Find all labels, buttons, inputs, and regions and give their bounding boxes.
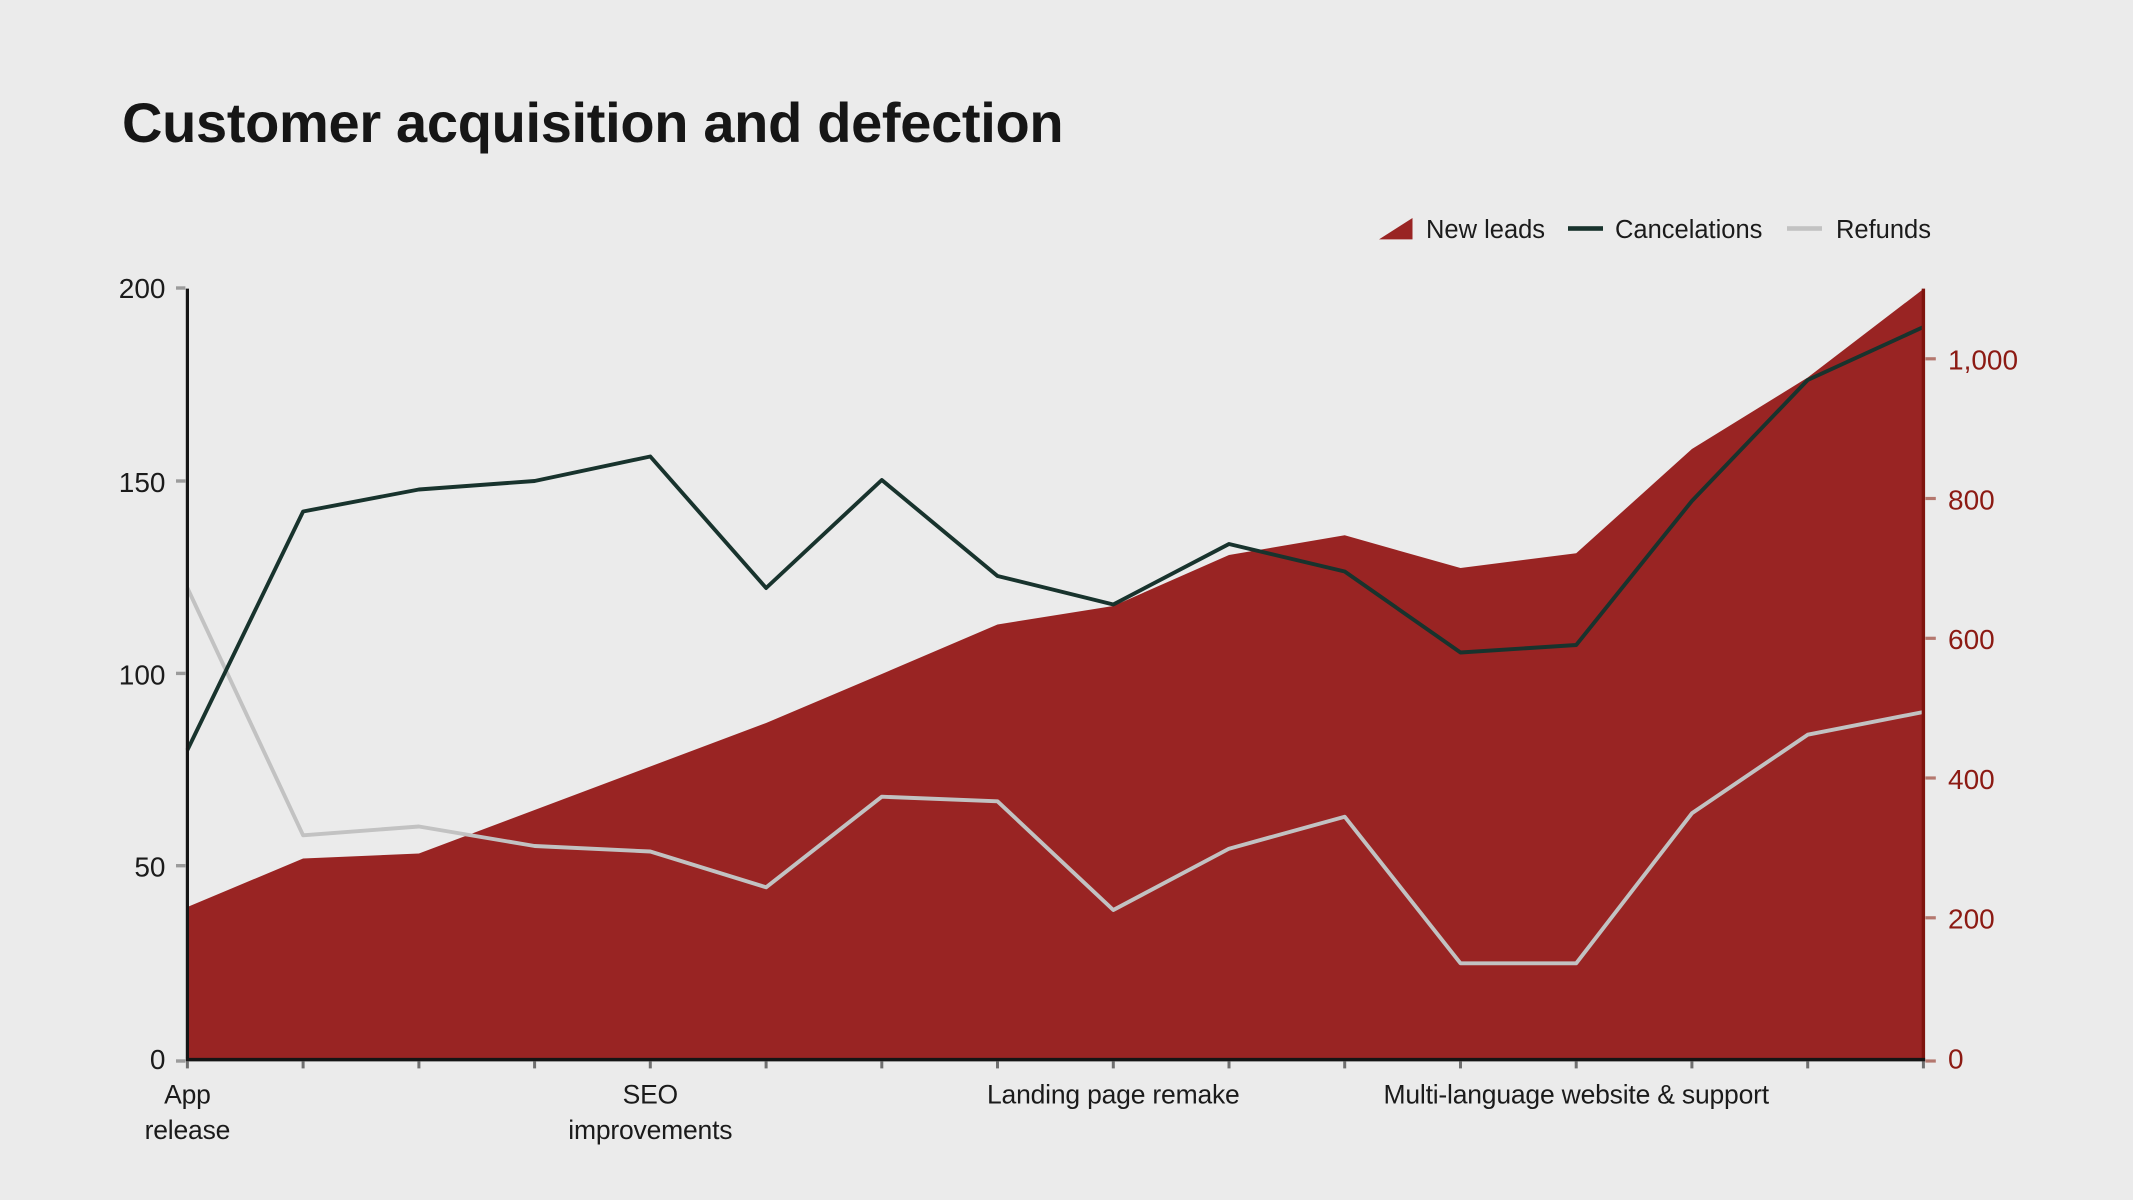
svg-text:release: release xyxy=(145,1115,231,1145)
svg-text:SEO: SEO xyxy=(623,1080,678,1110)
svg-text:Landing page remake: Landing page remake xyxy=(987,1080,1240,1110)
svg-text:Multi-language website & suppo: Multi-language website & support xyxy=(1383,1080,1769,1110)
svg-text:0: 0 xyxy=(1948,1043,1964,1074)
svg-text:800: 800 xyxy=(1948,484,1995,515)
svg-text:150: 150 xyxy=(119,467,166,498)
svg-text:400: 400 xyxy=(1948,764,1995,795)
svg-text:1,000: 1,000 xyxy=(1948,345,2018,376)
svg-text:50: 50 xyxy=(134,852,165,883)
svg-text:0: 0 xyxy=(150,1044,166,1075)
svg-text:Cancelations: Cancelations xyxy=(1615,216,1762,244)
svg-text:600: 600 xyxy=(1948,624,1995,655)
svg-text:Customer acquisition and defec: Customer acquisition and defection xyxy=(122,91,1063,154)
svg-text:200: 200 xyxy=(1948,904,1995,935)
svg-text:improvements: improvements xyxy=(568,1115,732,1145)
svg-text:100: 100 xyxy=(119,659,166,690)
svg-text:App: App xyxy=(164,1080,211,1110)
svg-text:Refunds: Refunds xyxy=(1836,216,1931,244)
svg-text:New leads: New leads xyxy=(1426,216,1545,244)
svg-text:200: 200 xyxy=(119,273,166,304)
